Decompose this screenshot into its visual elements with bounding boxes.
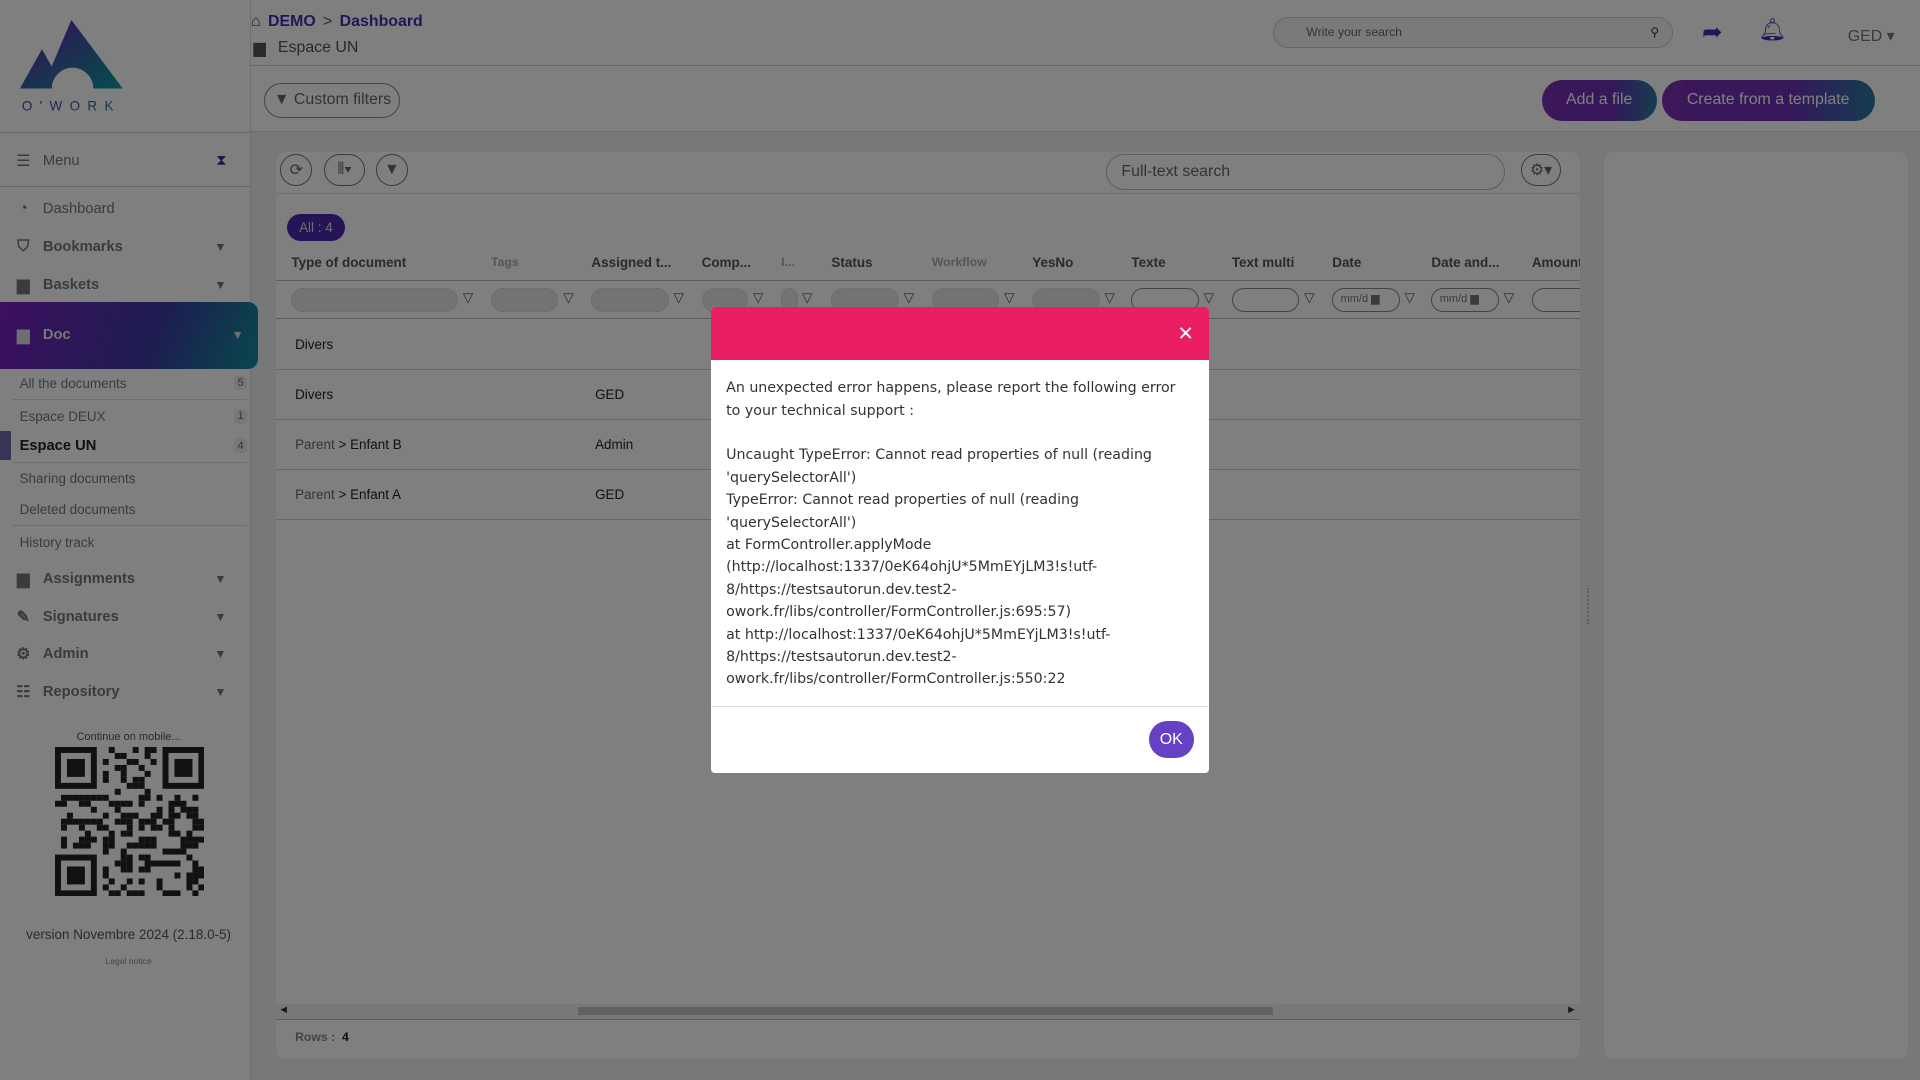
error-message: An unexpected error happens, please repo…: [726, 380, 1176, 419]
dialog-header: ✕: [711, 307, 1209, 360]
error-details: Uncaught TypeError: Cannot read properti…: [726, 447, 1152, 688]
ok-button[interactable]: OK: [1148, 721, 1194, 758]
close-icon[interactable]: ✕: [1177, 323, 1194, 346]
error-dialog: ✕ An unexpected error happens, please re…: [711, 307, 1209, 773]
